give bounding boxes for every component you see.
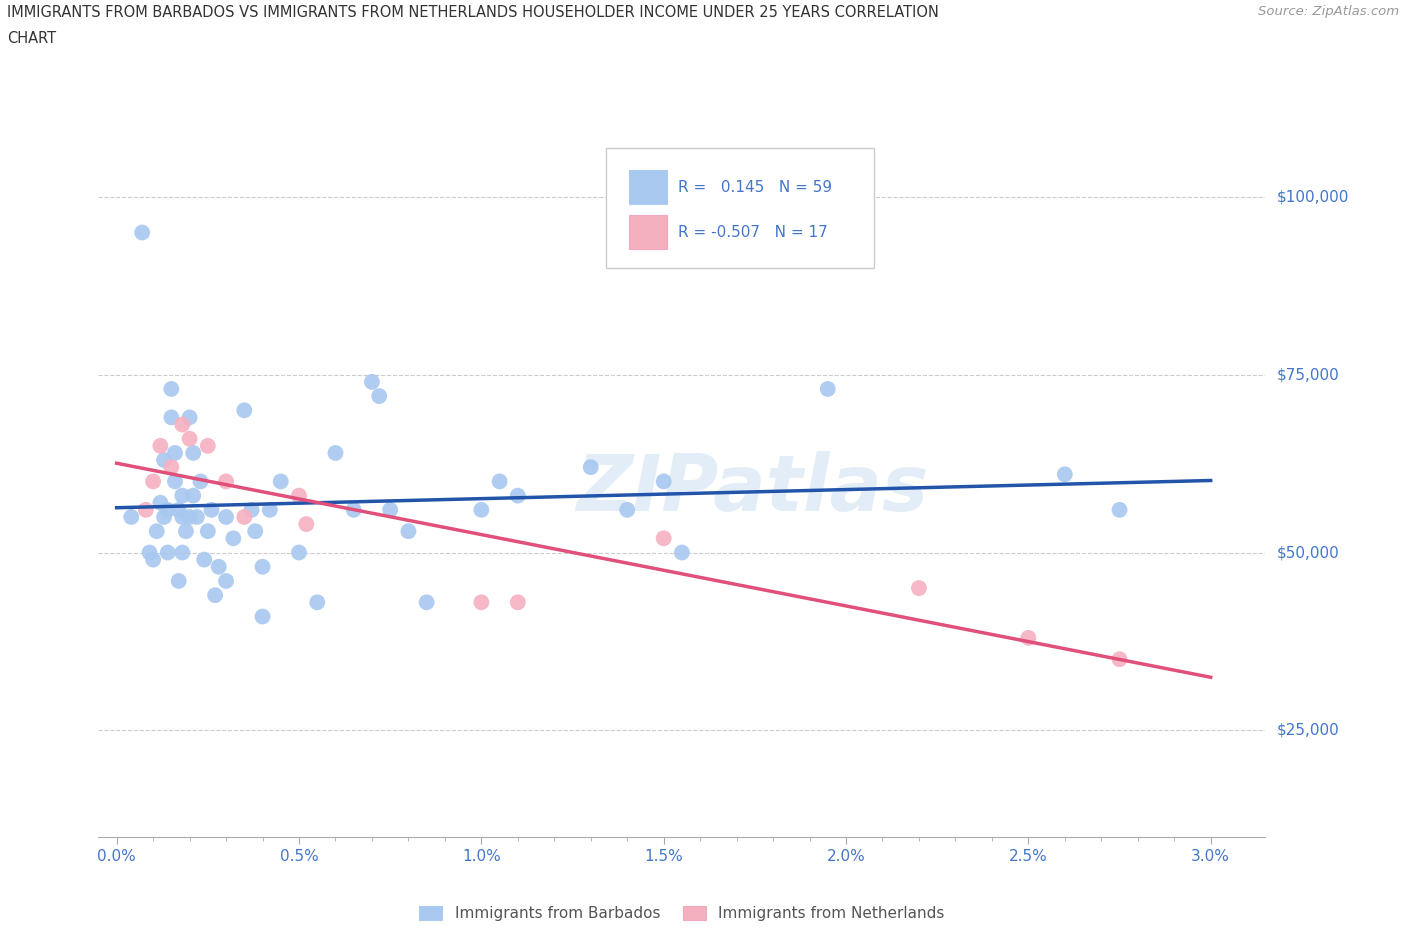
Point	[1017, 631, 1039, 645]
Point	[415, 595, 437, 610]
Point	[470, 595, 492, 610]
Point	[378, 502, 402, 517]
Point	[1053, 467, 1076, 482]
Point	[131, 225, 153, 240]
Point	[245, 524, 267, 538]
Point	[179, 432, 201, 446]
Text: $25,000: $25,000	[1277, 723, 1340, 737]
Point	[579, 459, 602, 474]
Point	[167, 574, 190, 589]
Point	[200, 502, 222, 517]
Point	[215, 474, 238, 489]
Point	[208, 559, 231, 574]
Point	[652, 531, 675, 546]
Point	[153, 453, 176, 468]
Point	[135, 502, 157, 517]
Point	[396, 524, 419, 538]
Text: $75,000: $75,000	[1277, 367, 1340, 382]
Point	[142, 474, 165, 489]
Text: $100,000: $100,000	[1277, 190, 1348, 205]
Text: ZIPatlas: ZIPatlas	[576, 451, 928, 526]
Point	[172, 510, 194, 525]
Point	[233, 510, 256, 525]
Point	[506, 595, 529, 610]
Point	[181, 488, 204, 503]
Legend: Immigrants from Barbados, Immigrants from Netherlands: Immigrants from Barbados, Immigrants fro…	[419, 907, 945, 922]
Point	[295, 517, 318, 532]
Point	[817, 381, 839, 396]
Point	[204, 588, 226, 603]
Point	[160, 381, 183, 396]
Point	[233, 403, 256, 418]
Point	[142, 552, 165, 567]
FancyBboxPatch shape	[606, 148, 875, 268]
Point	[1108, 652, 1130, 667]
Point	[470, 502, 492, 517]
Point	[1108, 502, 1130, 517]
Point	[172, 417, 194, 432]
Point	[307, 595, 329, 610]
Point	[288, 488, 311, 503]
Point	[197, 438, 219, 453]
Point	[120, 510, 142, 525]
Point	[149, 438, 172, 453]
Point	[252, 559, 274, 574]
Point	[616, 502, 638, 517]
Point	[197, 524, 219, 538]
Point	[186, 510, 208, 525]
FancyBboxPatch shape	[630, 216, 666, 248]
Point	[488, 474, 510, 489]
Point	[215, 510, 238, 525]
Point	[259, 502, 281, 517]
Point	[361, 375, 384, 390]
Point	[149, 496, 172, 511]
Point	[179, 510, 201, 525]
Point	[240, 502, 263, 517]
Point	[138, 545, 160, 560]
Point	[160, 459, 183, 474]
Point	[174, 524, 197, 538]
Point	[153, 510, 176, 525]
Point	[156, 502, 179, 517]
Point	[167, 502, 190, 517]
Text: R = -0.507   N = 17: R = -0.507 N = 17	[679, 224, 828, 240]
Point	[190, 474, 212, 489]
Point	[506, 488, 529, 503]
Point	[181, 445, 204, 460]
Point	[156, 545, 179, 560]
Point	[671, 545, 693, 560]
Point	[343, 502, 366, 517]
FancyBboxPatch shape	[630, 170, 666, 204]
Point	[215, 574, 238, 589]
Point	[172, 545, 194, 560]
Text: Source: ZipAtlas.com: Source: ZipAtlas.com	[1258, 5, 1399, 18]
Point	[222, 531, 245, 546]
Point	[193, 552, 215, 567]
Point	[908, 580, 931, 595]
Text: CHART: CHART	[7, 31, 56, 46]
Text: R =   0.145   N = 59: R = 0.145 N = 59	[679, 179, 832, 194]
Point	[652, 474, 675, 489]
Point	[172, 488, 194, 503]
Point	[270, 474, 292, 489]
Point	[368, 389, 391, 404]
Text: $50,000: $50,000	[1277, 545, 1340, 560]
Point	[325, 445, 347, 460]
Point	[160, 410, 183, 425]
Text: IMMIGRANTS FROM BARBADOS VS IMMIGRANTS FROM NETHERLANDS HOUSEHOLDER INCOME UNDER: IMMIGRANTS FROM BARBADOS VS IMMIGRANTS F…	[7, 5, 939, 20]
Point	[163, 445, 186, 460]
Point	[179, 410, 201, 425]
Point	[288, 545, 311, 560]
Point	[146, 524, 169, 538]
Point	[252, 609, 274, 624]
Point	[163, 474, 186, 489]
